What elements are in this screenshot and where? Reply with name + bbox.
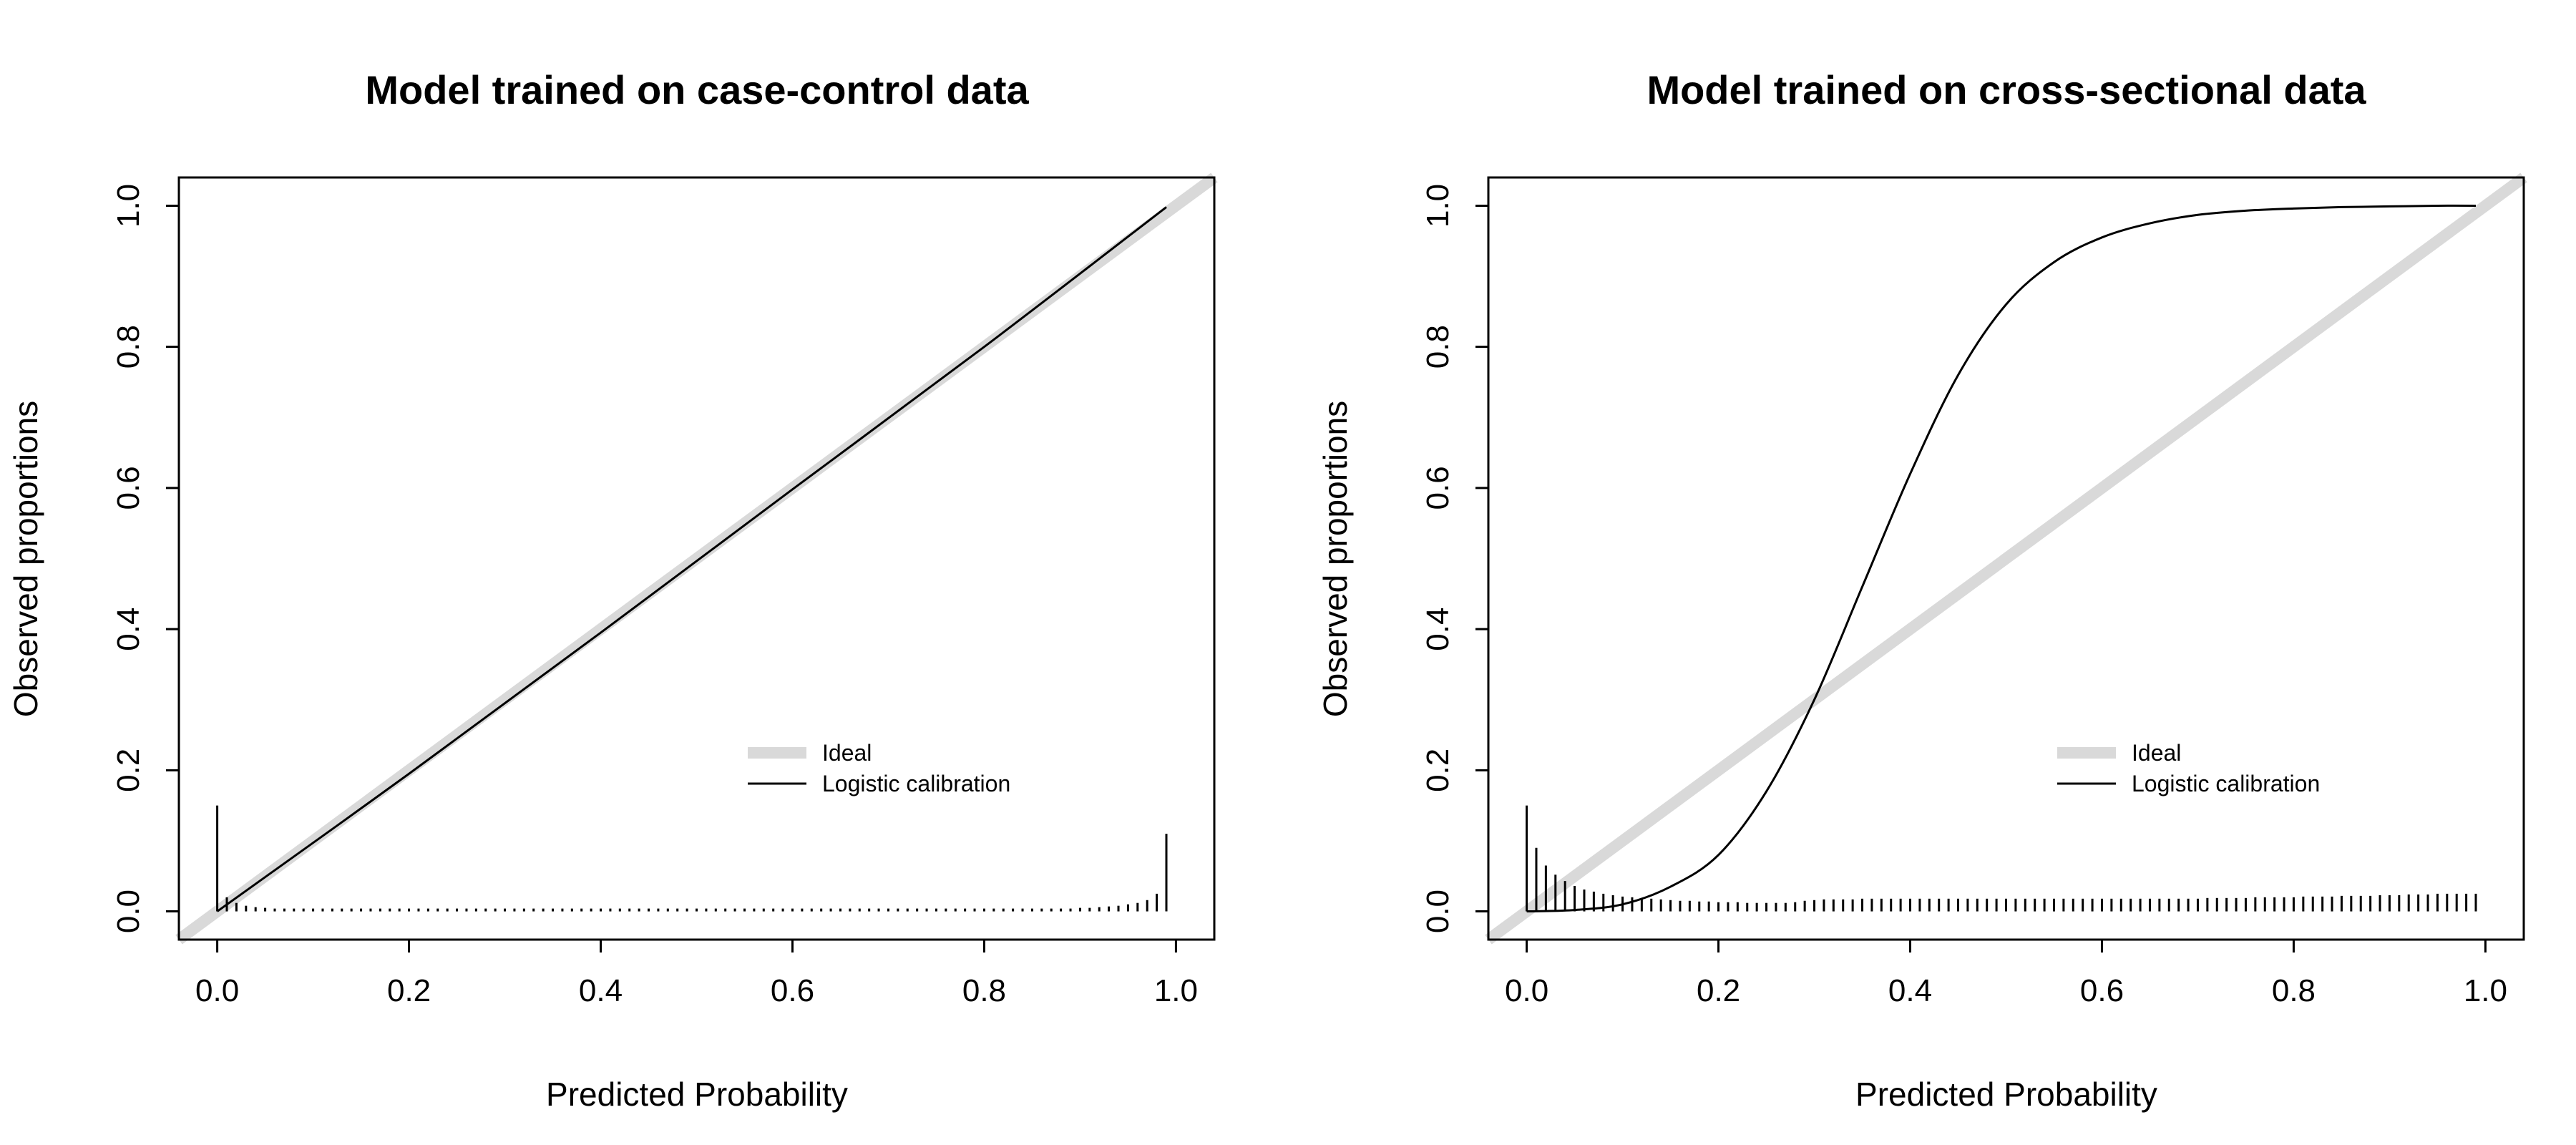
y-tick-label: 0.2 bbox=[111, 749, 146, 792]
y-tick-label: 0.0 bbox=[111, 890, 146, 933]
y-tick-label: 0.8 bbox=[111, 325, 146, 369]
rug-layer bbox=[216, 805, 1168, 912]
x-tick-label: 1.0 bbox=[1154, 973, 1198, 1008]
x-tick-label: 0.6 bbox=[2080, 973, 2124, 1008]
legend-label-ideal: Ideal bbox=[822, 740, 872, 766]
y-tick-label: 0.6 bbox=[111, 466, 146, 510]
rug-layer bbox=[1526, 805, 2477, 912]
logistic-calibration-line bbox=[216, 206, 1167, 912]
x-tick-label: 0.0 bbox=[1505, 973, 1548, 1008]
x-tick-label: 0.6 bbox=[771, 973, 814, 1008]
y-tick-label: 0.4 bbox=[111, 608, 146, 651]
chart-panel-cross-sectional: Model trained on cross-sectional data 0.… bbox=[1317, 67, 2527, 1113]
x-axis-label: Predicted Probability bbox=[546, 1076, 848, 1113]
x-tick-label: 0.2 bbox=[387, 973, 431, 1008]
chart-title: Model trained on cross-sectional data bbox=[1646, 67, 2366, 112]
y-axis: 0.0 0.2 0.4 0.6 0.8 1.0 bbox=[111, 184, 180, 933]
legend-label-ideal: Ideal bbox=[2132, 740, 2181, 766]
y-axis-label: Observed proportions bbox=[1317, 401, 1354, 717]
y-tick-label: 1.0 bbox=[111, 184, 146, 228]
legend-label-logistic: Logistic calibration bbox=[822, 771, 1010, 796]
legend-label-logistic: Logistic calibration bbox=[2132, 771, 2320, 796]
calibration-curve-layer bbox=[1526, 204, 2477, 913]
y-tick-label: 0.8 bbox=[1420, 325, 1455, 369]
x-tick-label: 0.0 bbox=[195, 973, 239, 1008]
y-axis-label: Observed proportions bbox=[7, 401, 44, 717]
ideal-line bbox=[175, 172, 1218, 945]
x-axis-label: Predicted Probability bbox=[1855, 1076, 2157, 1113]
x-tick-label: 0.8 bbox=[2272, 973, 2316, 1008]
y-tick-label: 1.0 bbox=[1420, 184, 1455, 228]
legend: Ideal Logistic calibration bbox=[2057, 740, 2320, 796]
y-tick-label: 0.2 bbox=[1420, 749, 1455, 792]
ideal-line-layer bbox=[175, 172, 1218, 945]
x-axis: 0.0 0.2 0.4 0.6 0.8 1.0 bbox=[195, 938, 1198, 1008]
x-tick-label: 1.0 bbox=[2464, 973, 2507, 1008]
chart-title: Model trained on case-control data bbox=[365, 67, 1029, 112]
x-axis: 0.0 0.2 0.4 0.6 0.8 1.0 bbox=[1505, 938, 2507, 1008]
chart-panel-case-control: Model trained on case-control data 0.0 0.… bbox=[7, 67, 1218, 1113]
y-tick-label: 0.0 bbox=[1420, 890, 1455, 933]
legend: Ideal Logistic calibration bbox=[748, 740, 1010, 796]
logistic-calibration-line bbox=[1526, 204, 2477, 913]
y-tick-label: 0.6 bbox=[1420, 466, 1455, 510]
calibration-curve-layer bbox=[216, 206, 1167, 912]
x-tick-label: 0.4 bbox=[1888, 973, 1932, 1008]
ideal-line-layer bbox=[1485, 172, 2527, 945]
ideal-line bbox=[1485, 172, 2527, 945]
x-tick-label: 0.8 bbox=[962, 973, 1006, 1008]
x-tick-label: 0.2 bbox=[1697, 973, 1740, 1008]
y-tick-label: 0.4 bbox=[1420, 608, 1455, 651]
x-tick-label: 0.4 bbox=[579, 973, 623, 1008]
y-axis: 0.0 0.2 0.4 0.6 0.8 1.0 bbox=[1420, 184, 1490, 933]
